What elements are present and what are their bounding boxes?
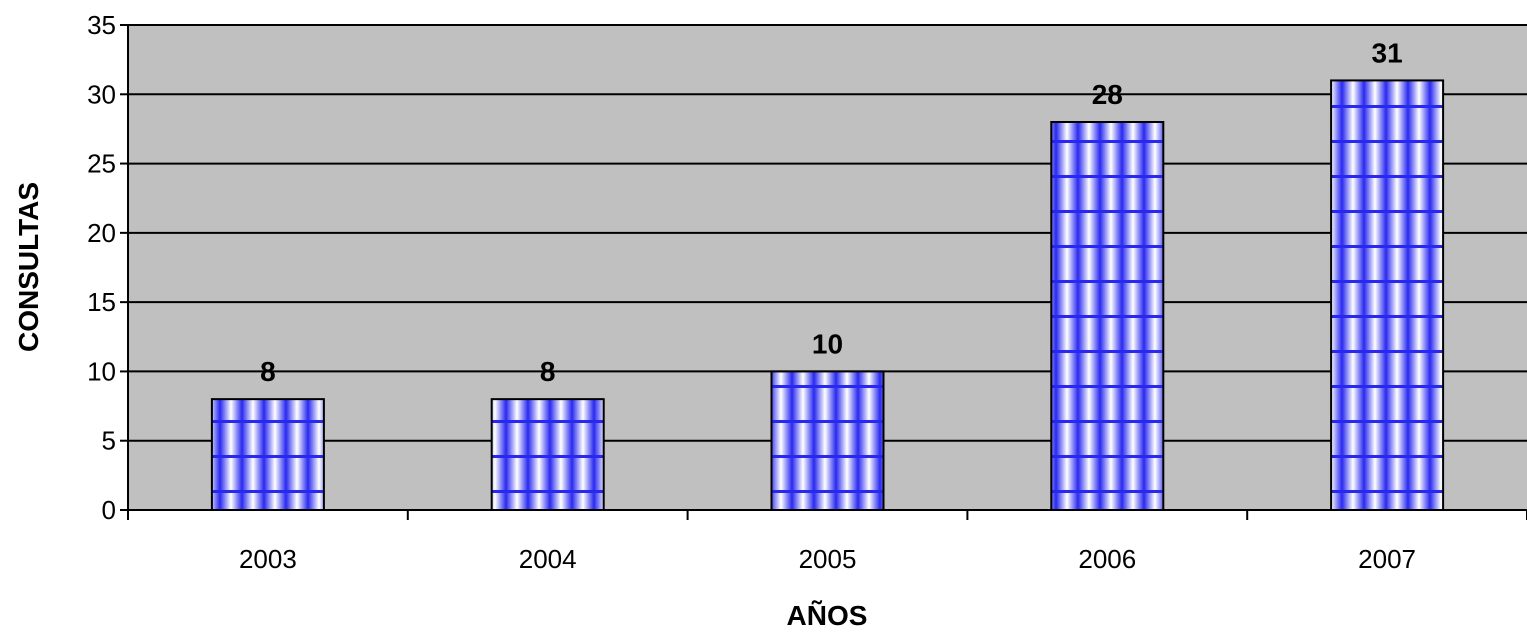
x-tick-label: 2004 xyxy=(519,544,577,574)
y-tick-label: 15 xyxy=(87,287,116,317)
bar xyxy=(1330,79,1445,512)
y-tick-label: 10 xyxy=(87,356,116,386)
data-label: 31 xyxy=(1372,37,1403,68)
data-labels: 8 8 10 28 31 xyxy=(260,37,1403,387)
data-label: 28 xyxy=(1092,79,1123,110)
data-label: 10 xyxy=(812,328,843,359)
y-tick-label: 20 xyxy=(87,218,116,248)
data-label: 8 xyxy=(260,356,276,387)
y-tick-label: 30 xyxy=(87,79,116,109)
x-tick-label: 2003 xyxy=(239,544,297,574)
data-label: 8 xyxy=(540,356,556,387)
y-tick-label: 25 xyxy=(87,149,116,179)
bar xyxy=(770,370,885,511)
bar xyxy=(1050,121,1165,511)
y-tick-label: 35 xyxy=(87,10,116,40)
x-tick-label: 2007 xyxy=(1358,544,1416,574)
y-tick-label: 0 xyxy=(102,495,116,525)
y-axis-title: CONSULTAS xyxy=(13,182,44,352)
y-tick-label: 5 xyxy=(102,426,116,456)
x-axis-title: AÑOS xyxy=(787,600,868,631)
bar xyxy=(490,398,605,511)
x-tick-label: 2006 xyxy=(1078,544,1136,574)
bar xyxy=(210,398,325,511)
x-tick-label: 2005 xyxy=(799,544,857,574)
axes: 0 5 10 15 20 25 30 35 2003 2004 2005 2006 2007 xyxy=(87,10,1527,574)
